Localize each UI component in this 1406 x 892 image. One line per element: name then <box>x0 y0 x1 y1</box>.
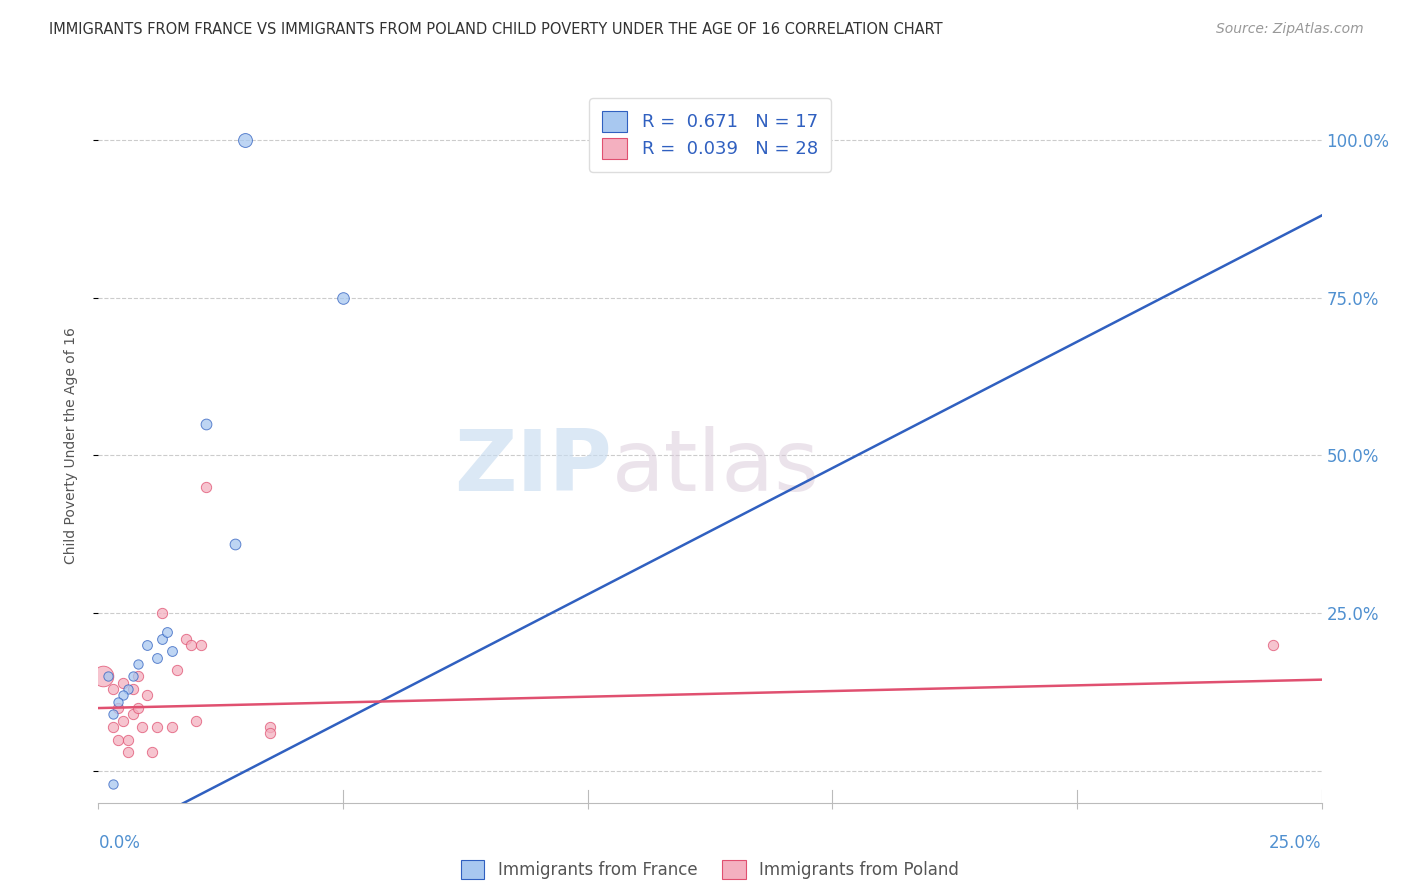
Point <box>166 663 188 677</box>
Point <box>1261 638 1284 652</box>
Text: IMMIGRANTS FROM FRANCE VS IMMIGRANTS FROM POLAND CHILD POVERTY UNDER THE AGE OF : IMMIGRANTS FROM FRANCE VS IMMIGRANTS FRO… <box>49 22 943 37</box>
Point <box>101 682 124 697</box>
Text: Source: ZipAtlas.com: Source: ZipAtlas.com <box>1216 22 1364 37</box>
Point <box>97 669 120 683</box>
Point <box>117 732 139 747</box>
Point <box>150 607 173 621</box>
Point <box>107 732 129 747</box>
Point <box>224 537 246 551</box>
Point <box>146 720 169 734</box>
Point <box>111 689 134 703</box>
Point <box>107 695 129 709</box>
Point <box>107 701 129 715</box>
Point <box>176 632 198 646</box>
Text: 25.0%: 25.0% <box>1270 834 1322 852</box>
Point <box>121 707 143 722</box>
Text: 0.0%: 0.0% <box>98 834 141 852</box>
Point <box>121 669 143 683</box>
Point <box>101 777 124 791</box>
Point <box>233 133 256 147</box>
Point <box>101 707 124 722</box>
Point <box>156 625 179 640</box>
Point <box>136 689 159 703</box>
Point <box>117 682 139 697</box>
Point <box>121 682 143 697</box>
Point <box>190 638 212 652</box>
Point <box>127 701 149 715</box>
Point <box>259 726 281 740</box>
Point <box>186 714 208 728</box>
Point <box>141 745 163 759</box>
Point <box>160 720 183 734</box>
Text: atlas: atlas <box>612 425 820 509</box>
Point <box>195 480 218 494</box>
Point <box>160 644 183 658</box>
Point <box>146 650 169 665</box>
Point <box>127 669 149 683</box>
Text: ZIP: ZIP <box>454 425 612 509</box>
Point <box>150 632 173 646</box>
Point <box>111 714 134 728</box>
Point <box>180 638 202 652</box>
Point <box>127 657 149 671</box>
Point <box>91 669 114 683</box>
Point <box>111 675 134 690</box>
Point <box>332 291 354 305</box>
Point <box>117 745 139 759</box>
Legend: Immigrants from France, Immigrants from Poland: Immigrants from France, Immigrants from … <box>453 851 967 888</box>
Point <box>259 720 281 734</box>
Point <box>131 720 153 734</box>
Y-axis label: Child Poverty Under the Age of 16: Child Poverty Under the Age of 16 <box>63 327 77 565</box>
Point <box>195 417 218 431</box>
Point <box>136 638 159 652</box>
Point <box>101 720 124 734</box>
